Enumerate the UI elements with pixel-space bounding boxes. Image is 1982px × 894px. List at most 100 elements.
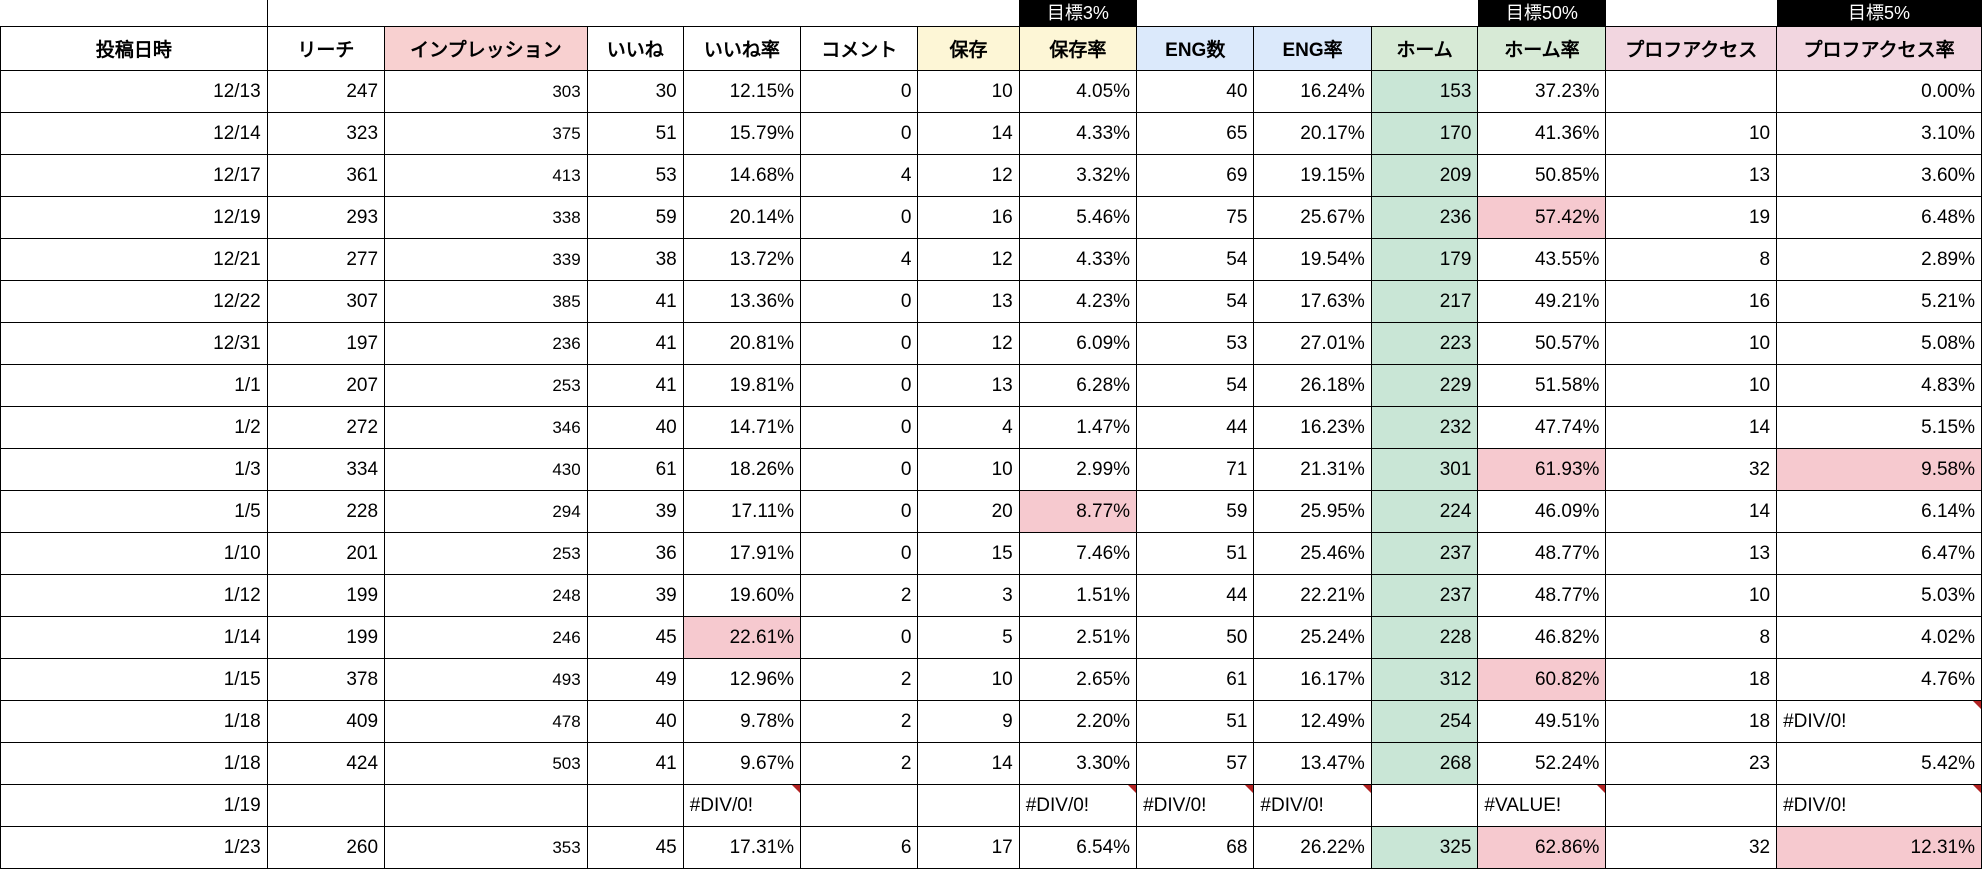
home-cell[interactable]: 179 xyxy=(1371,239,1478,281)
reach-cell[interactable]: 378 xyxy=(267,659,384,701)
date-cell[interactable]: 1/3 xyxy=(1,449,268,491)
eng-rate-cell[interactable]: 26.18% xyxy=(1254,365,1371,407)
date-cell[interactable]: 1/10 xyxy=(1,533,268,575)
home-rate-cell[interactable]: 46.82% xyxy=(1478,617,1606,659)
like-cell[interactable]: 39 xyxy=(587,575,683,617)
eng-count-cell[interactable]: 61 xyxy=(1137,659,1254,701)
like-rate-cell[interactable]: #DIV/0! xyxy=(683,785,800,827)
like-rate-cell[interactable]: 12.15% xyxy=(683,71,800,113)
reach-cell[interactable]: 361 xyxy=(267,155,384,197)
profile-access-cell[interactable] xyxy=(1606,71,1777,113)
reach-cell[interactable]: 197 xyxy=(267,323,384,365)
eng-rate-cell[interactable]: 20.17% xyxy=(1254,113,1371,155)
save-rate-cell[interactable]: 4.33% xyxy=(1019,113,1136,155)
save-rate-cell[interactable]: 6.28% xyxy=(1019,365,1136,407)
like-cell[interactable]: 45 xyxy=(587,827,683,869)
eng-count-cell[interactable]: 50 xyxy=(1137,617,1254,659)
comment-cell[interactable]: 0 xyxy=(801,533,918,575)
home-cell[interactable] xyxy=(1371,785,1478,827)
profile-rate-cell[interactable]: 5.08% xyxy=(1777,323,1982,365)
header-date[interactable]: 投稿日時 xyxy=(1,27,268,71)
save-rate-cell[interactable]: 3.32% xyxy=(1019,155,1136,197)
table-row[interactable]: 1/232603534517.31%6176.54%6826.22%32562.… xyxy=(1,827,1982,869)
save-cell[interactable]: 12 xyxy=(918,155,1019,197)
home-rate-cell[interactable]: 52.24% xyxy=(1478,743,1606,785)
home-rate-cell[interactable]: 61.93% xyxy=(1478,449,1606,491)
profile-access-cell[interactable]: 18 xyxy=(1606,659,1777,701)
save-cell[interactable]: 3 xyxy=(918,575,1019,617)
header-eng_n[interactable]: ENG数 xyxy=(1137,27,1254,71)
save-cell[interactable]: 10 xyxy=(918,71,1019,113)
header-save_rate[interactable]: 保存率 xyxy=(1019,27,1136,71)
impression-cell[interactable]: 385 xyxy=(385,281,588,323)
impression-cell[interactable]: 413 xyxy=(385,155,588,197)
home-rate-cell[interactable]: 49.21% xyxy=(1478,281,1606,323)
header-eng_r[interactable]: ENG率 xyxy=(1254,27,1371,71)
date-cell[interactable]: 1/14 xyxy=(1,617,268,659)
header-comment[interactable]: コメント xyxy=(801,27,918,71)
like-rate-cell[interactable]: 13.72% xyxy=(683,239,800,281)
date-cell[interactable]: 12/14 xyxy=(1,113,268,155)
profile-access-cell[interactable]: 14 xyxy=(1606,407,1777,449)
impression-cell[interactable]: 246 xyxy=(385,617,588,659)
save-rate-cell[interactable]: 7.46% xyxy=(1019,533,1136,575)
eng-count-cell[interactable]: 53 xyxy=(1137,323,1254,365)
save-cell[interactable]: 17 xyxy=(918,827,1019,869)
save-rate-cell[interactable]: #DIV/0! xyxy=(1019,785,1136,827)
reach-cell[interactable]: 323 xyxy=(267,113,384,155)
impression-cell[interactable]: 339 xyxy=(385,239,588,281)
profile-rate-cell[interactable]: 5.21% xyxy=(1777,281,1982,323)
profile-rate-cell[interactable]: 5.42% xyxy=(1777,743,1982,785)
save-rate-cell[interactable]: 2.20% xyxy=(1019,701,1136,743)
save-cell[interactable]: 5 xyxy=(918,617,1019,659)
reach-cell[interactable]: 277 xyxy=(267,239,384,281)
eng-rate-cell[interactable]: 16.24% xyxy=(1254,71,1371,113)
eng-rate-cell[interactable]: 26.22% xyxy=(1254,827,1371,869)
table-row[interactable]: 1/52282943917.11%0208.77%5925.95%22446.0… xyxy=(1,491,1982,533)
eng-count-cell[interactable]: 65 xyxy=(1137,113,1254,155)
like-rate-cell[interactable]: 9.78% xyxy=(683,701,800,743)
save-cell[interactable]: 15 xyxy=(918,533,1019,575)
home-cell[interactable]: 312 xyxy=(1371,659,1478,701)
like-rate-cell[interactable]: 14.71% xyxy=(683,407,800,449)
profile-rate-cell[interactable]: 3.10% xyxy=(1777,113,1982,155)
home-cell[interactable]: 237 xyxy=(1371,533,1478,575)
profile-rate-cell[interactable]: #DIV/0! xyxy=(1777,785,1982,827)
like-cell[interactable]: 41 xyxy=(587,743,683,785)
like-cell[interactable]: 41 xyxy=(587,323,683,365)
save-rate-cell[interactable]: 4.23% xyxy=(1019,281,1136,323)
reach-cell[interactable]: 201 xyxy=(267,533,384,575)
like-cell[interactable]: 36 xyxy=(587,533,683,575)
comment-cell[interactable]: 0 xyxy=(801,407,918,449)
home-rate-cell[interactable]: #VALUE! xyxy=(1478,785,1606,827)
date-cell[interactable]: 1/18 xyxy=(1,701,268,743)
table-row[interactable]: 1/18409478409.78%292.20%5112.49%25449.51… xyxy=(1,701,1982,743)
profile-rate-cell[interactable]: 4.76% xyxy=(1777,659,1982,701)
save-cell[interactable]: 16 xyxy=(918,197,1019,239)
save-cell[interactable]: 9 xyxy=(918,701,1019,743)
table-row[interactable]: 12/223073854113.36%0134.23%5417.63%21749… xyxy=(1,281,1982,323)
date-cell[interactable]: 12/13 xyxy=(1,71,268,113)
profile-access-cell[interactable]: 10 xyxy=(1606,575,1777,617)
home-cell[interactable]: 228 xyxy=(1371,617,1478,659)
comment-cell[interactable]: 0 xyxy=(801,491,918,533)
comment-cell[interactable]: 0 xyxy=(801,281,918,323)
date-cell[interactable]: 12/22 xyxy=(1,281,268,323)
home-rate-cell[interactable]: 37.23% xyxy=(1478,71,1606,113)
home-cell[interactable]: 209 xyxy=(1371,155,1478,197)
table-row[interactable]: 12/192933385920.14%0165.46%7525.67%23657… xyxy=(1,197,1982,239)
reach-cell[interactable]: 207 xyxy=(267,365,384,407)
reach-cell[interactable]: 334 xyxy=(267,449,384,491)
table-row[interactable]: 1/121992483919.60%231.51%4422.21%23748.7… xyxy=(1,575,1982,617)
profile-access-cell[interactable] xyxy=(1606,785,1777,827)
save-cell[interactable]: 20 xyxy=(918,491,1019,533)
save-cell[interactable]: 12 xyxy=(918,323,1019,365)
comment-cell[interactable]: 6 xyxy=(801,827,918,869)
home-rate-cell[interactable]: 48.77% xyxy=(1478,533,1606,575)
profile-access-cell[interactable]: 10 xyxy=(1606,113,1777,155)
header-like[interactable]: いいね xyxy=(587,27,683,71)
date-cell[interactable]: 1/18 xyxy=(1,743,268,785)
reach-cell[interactable]: 424 xyxy=(267,743,384,785)
header-prof_rate[interactable]: プロフアクセス率 xyxy=(1777,27,1982,71)
eng-count-cell[interactable]: 51 xyxy=(1137,533,1254,575)
